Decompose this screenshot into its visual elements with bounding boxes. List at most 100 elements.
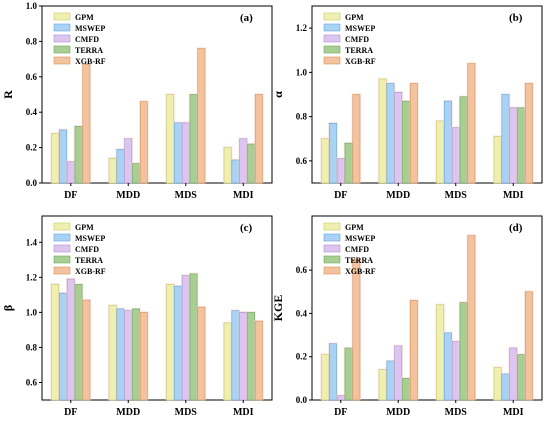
legend-swatch — [53, 23, 71, 32]
legend: GPM MSWEP CMFD TERRA XGB-RF — [53, 12, 106, 66]
bar-terra-mdd — [132, 163, 140, 184]
legend-swatch — [323, 222, 341, 231]
panel-label: (b) — [509, 12, 523, 24]
y-tick-label: 1.0 — [26, 307, 38, 317]
bar-cmfd-mdd — [124, 138, 133, 184]
bar-gpm-mds — [436, 120, 445, 184]
legend-label: CMFD — [75, 245, 99, 254]
bar-gpm-df — [51, 133, 60, 184]
bar-gpm-mdi — [493, 136, 502, 184]
legend-swatch — [53, 45, 71, 54]
bar-mswep-mdi — [501, 94, 510, 184]
bar-cmfd-mdd — [394, 91, 403, 184]
plot-frame — [311, 215, 543, 401]
panel-c: 0.6 0.8 1.0 1.2 1.4 β (c) DF MDD MDS MDI GPM MSWEP CM… — [1, 215, 273, 418]
bar-xgb-rf-mdd — [139, 101, 148, 184]
bar-cmfd-mds — [181, 275, 190, 401]
x-tick-label: MDI — [233, 407, 254, 418]
x-tick-label: MDS — [175, 190, 198, 201]
bar-xgb-rf-df — [352, 94, 361, 184]
bar-gpm-df — [321, 138, 330, 184]
y-tick-label: 0.6 — [296, 156, 308, 166]
y-tick-label: 0.0 — [26, 178, 38, 188]
legend-label: TERRA — [345, 46, 373, 55]
legend-label: MSWEP — [345, 234, 375, 243]
bar-mswep-mds — [444, 100, 452, 184]
y-tick-label: 0.2 — [296, 352, 308, 362]
plot-frame — [41, 215, 273, 401]
legend-label: MSWEP — [75, 234, 105, 243]
bar-cmfd-df — [66, 278, 75, 401]
x-tick-label: DF — [64, 190, 77, 201]
panel-label: (d) — [509, 222, 523, 234]
legend-swatch — [53, 222, 71, 231]
bar-gpm-mdd — [108, 157, 117, 184]
y-tick-label: 0.6 — [26, 377, 38, 387]
legend-swatch — [53, 12, 71, 21]
bar-mswep-mds — [174, 285, 182, 401]
y-tick-label: 0.8 — [26, 36, 38, 46]
bar-mswep-mdd — [386, 360, 395, 401]
bar-mswep-mdi — [501, 373, 510, 401]
x-tick-label: MDI — [233, 190, 254, 201]
legend: GPM MSWEP CMFD TERRA XGB-RF — [53, 222, 106, 276]
bar-xgb-rf-mds — [197, 48, 206, 184]
bar-xgb-rf-mdi — [254, 320, 263, 401]
bar-terra-mdi — [247, 312, 255, 401]
bar-gpm-mdi — [493, 367, 502, 401]
bar-xgb-rf-df — [82, 64, 91, 184]
bar-cmfd-df — [336, 395, 345, 401]
bar-mswep-mdd — [116, 149, 125, 184]
legend-label: TERRA — [75, 46, 103, 55]
x-tick-label: MDI — [503, 190, 524, 201]
bar-mswep-mds — [444, 332, 452, 401]
x-tick-label: MDD — [116, 407, 140, 418]
legend-swatch — [323, 12, 341, 21]
bar-terra-mdi — [517, 107, 525, 184]
panel-label: (c) — [240, 222, 253, 234]
bar-terra-mds — [189, 94, 198, 184]
legend-label: GPM — [75, 223, 94, 232]
bar-xgb-rf-mds — [467, 63, 476, 184]
bar-terra-df — [74, 126, 83, 184]
bar-terra-mdd — [132, 308, 140, 401]
bar-gpm-mds — [166, 94, 175, 184]
bar-gpm-mdd — [108, 305, 117, 401]
legend-label: GPM — [75, 13, 94, 22]
bar-gpm-df — [321, 354, 330, 401]
bar-terra-df — [344, 142, 353, 184]
legend: GPM MSWEP CMFD TERRA XGB-RF — [323, 12, 376, 66]
bar-cmfd-mdd — [124, 310, 133, 401]
bar-cmfd-df — [66, 161, 75, 184]
bar-cmfd-mds — [181, 122, 190, 184]
legend-swatch — [323, 23, 341, 32]
x-tick-label: MDI — [503, 407, 524, 418]
bar-xgb-rf-mds — [197, 306, 206, 401]
legend: GPM MSWEP CMFD TERRA XGB-RF — [323, 222, 376, 276]
bar-mswep-mdi — [231, 159, 240, 184]
x-tick-label: MDD — [386, 190, 410, 201]
bar-terra-mdi — [247, 143, 255, 184]
legend-swatch — [323, 34, 341, 43]
x-tick-label: MDS — [175, 407, 198, 418]
bar-terra-mds — [189, 273, 198, 401]
x-tick-label: MDS — [445, 407, 468, 418]
bar-cmfd-mdi — [509, 347, 518, 401]
legend-label: XGB-RF — [75, 267, 106, 276]
x-tick-label: MDS — [445, 190, 468, 201]
y-tick-label: 0.4 — [26, 107, 38, 117]
legend-label: CMFD — [75, 35, 99, 44]
bar-cmfd-mdi — [239, 138, 248, 184]
y-tick-label: 1.4 — [26, 237, 38, 247]
legend-swatch — [53, 233, 71, 242]
bar-terra-mds — [459, 302, 468, 401]
x-tick-label: DF — [334, 407, 347, 418]
y-axis-label: α — [271, 91, 285, 98]
bar-gpm-mds — [436, 304, 445, 401]
y-tick-label: 0.0 — [296, 395, 308, 405]
bar-xgb-rf-mdi — [254, 94, 263, 184]
bar-gpm-df — [51, 284, 60, 401]
panel-d: 0.0 0.2 0.4 0.6 KGE (d) DF MDD MDS MDI GPM MSWEP CMF… — [271, 215, 543, 418]
legend-swatch — [53, 266, 71, 275]
bar-xgb-rf-mdi — [524, 291, 533, 401]
